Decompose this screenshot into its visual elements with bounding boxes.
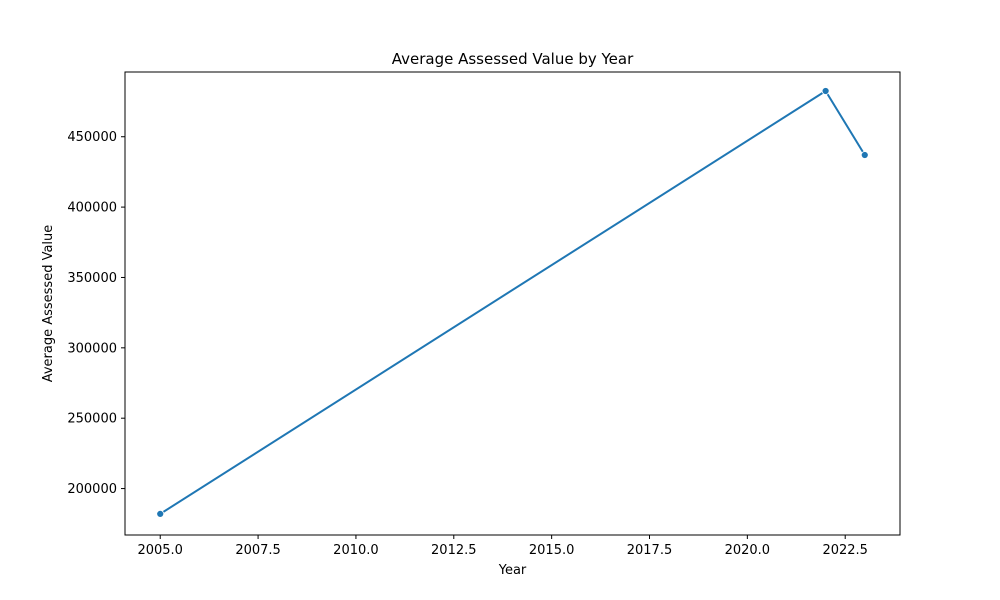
data-point <box>156 509 165 518</box>
data-point <box>821 87 830 95</box>
y-tick-label: 250000 <box>67 412 117 427</box>
chart-title: Average Assessed Value by Year <box>392 50 634 68</box>
x-tick-label: 2007.5 <box>235 543 281 558</box>
series-layer <box>156 87 869 518</box>
y-tick-label: 300000 <box>67 341 117 356</box>
y-tick-label: 350000 <box>67 271 117 286</box>
plot-area-frame <box>124 71 901 536</box>
y-tick-label: 400000 <box>67 201 117 216</box>
y-tick-label: 450000 <box>67 130 117 145</box>
x-tick-label: 2015.0 <box>529 543 575 558</box>
x-tick-label: 2022.5 <box>822 543 868 558</box>
y-axis-ticks: 200000 250000 300000 350000 400000 450000 <box>67 130 125 497</box>
x-tick-label: 2010.0 <box>333 543 379 558</box>
x-axis-ticks: 2005.0 2007.5 2010.0 2012.5 2015.0 2017.5 2020… <box>137 535 868 558</box>
y-axis-label: Average Assessed Value <box>41 225 56 383</box>
x-tick-label: 2020.0 <box>725 543 771 558</box>
x-tick-label: 2017.5 <box>627 543 673 558</box>
x-axis-label: Year <box>498 563 527 578</box>
x-tick-label: 2005.0 <box>137 543 183 558</box>
data-point <box>860 151 869 159</box>
y-tick-label: 200000 <box>67 482 117 497</box>
x-tick-label: 2012.5 <box>431 543 477 558</box>
